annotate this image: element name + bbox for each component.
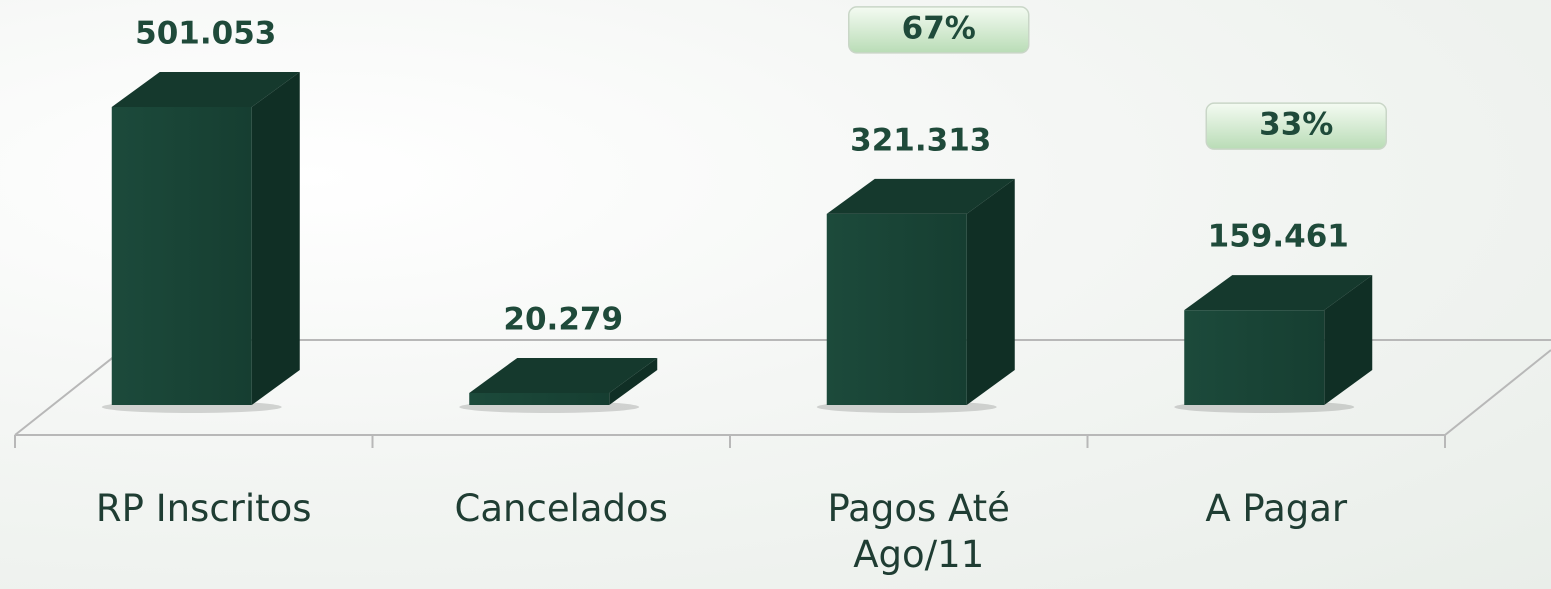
bar-top bbox=[826, 178, 1015, 214]
bar-front bbox=[826, 213, 967, 405]
bar-front bbox=[111, 107, 252, 405]
bar-top bbox=[1184, 275, 1373, 311]
category-label: A Pagar bbox=[1205, 487, 1348, 530]
bar bbox=[816, 178, 1015, 413]
value-label: 321.313 bbox=[850, 122, 991, 158]
value-label: 501.053 bbox=[135, 16, 276, 52]
category-label: Cancelados bbox=[454, 487, 668, 530]
percent-label: 67% bbox=[902, 10, 976, 46]
bar-front bbox=[1184, 310, 1325, 405]
bar-top bbox=[469, 357, 658, 393]
value-label: 159.461 bbox=[1208, 219, 1349, 255]
bar bbox=[1174, 275, 1373, 413]
bar bbox=[459, 357, 658, 413]
bar-side bbox=[251, 72, 300, 405]
bar-side bbox=[966, 178, 1015, 405]
percent-label: 33% bbox=[1259, 107, 1333, 143]
category-label: Pagos Até Ago/11 bbox=[827, 487, 1010, 576]
bar-front bbox=[469, 392, 610, 405]
percent-box bbox=[848, 6, 1030, 54]
value-label: 20.279 bbox=[503, 301, 623, 337]
category-label: RP Inscritos bbox=[95, 487, 312, 530]
bar-side bbox=[1324, 275, 1373, 405]
bar-top bbox=[111, 72, 300, 107]
bar bbox=[101, 72, 300, 413]
bar-side bbox=[609, 357, 658, 405]
percent-box bbox=[1205, 102, 1387, 150]
